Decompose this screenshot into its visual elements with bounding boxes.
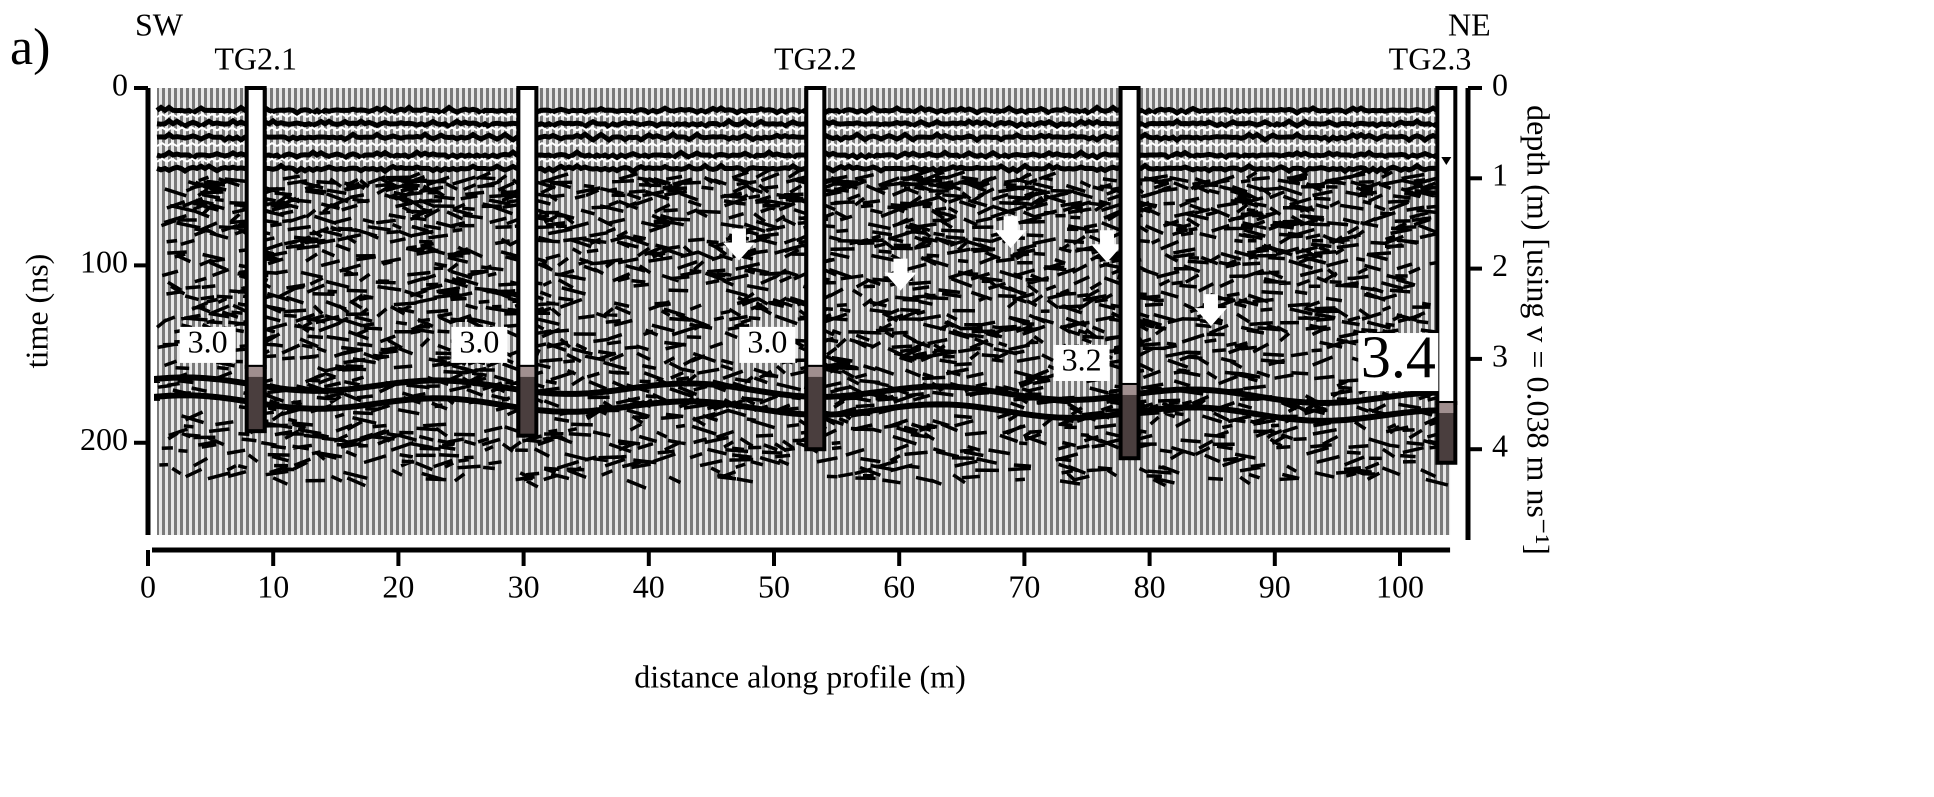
depth-label-box (1053, 344, 1110, 381)
borehole-casing (516, 86, 539, 369)
x-tick-label: 100 (1376, 568, 1424, 604)
depth-label-box (739, 326, 796, 363)
x-tick-label: 40 (633, 568, 665, 604)
depth-label-box (451, 326, 508, 363)
direction-right: NE (1448, 6, 1491, 42)
borehole-bedrock (1118, 382, 1141, 461)
borehole-bedrock (804, 364, 827, 452)
y-axis-label: time (ns) (18, 254, 54, 369)
y2-tick-label: 2 (1492, 247, 1508, 283)
borehole-transition (1439, 403, 1454, 414)
borehole-transition (808, 366, 823, 377)
borehole-casing (804, 86, 827, 369)
x-tick-label: 30 (508, 568, 540, 604)
borehole-casing (244, 86, 267, 369)
borehole-transition (1122, 384, 1137, 395)
x-tick-label: 10 (257, 568, 289, 604)
y2-tick-label: 4 (1492, 428, 1508, 464)
x-tick-label: 90 (1259, 568, 1291, 604)
y2-axis-label: depth (m) [using v = 0.038 m ns⁻¹] (1521, 105, 1557, 555)
direction-left: SW (135, 6, 184, 42)
x-tick-label: 50 (758, 568, 790, 604)
arrow (1194, 294, 1227, 327)
x-tick-label: 80 (1134, 568, 1166, 604)
y2-tick-label: 0 (1492, 66, 1508, 102)
borehole-name: TG2.1 (214, 40, 297, 76)
borehole-casing (1435, 86, 1458, 406)
y-tick-label: 0 (112, 66, 128, 102)
borehole-casing (1118, 86, 1141, 387)
borehole-transition (520, 366, 535, 377)
y2-tick-label: 3 (1492, 337, 1508, 373)
panel-label: a) (10, 19, 50, 76)
depth-label: 3.2 (1062, 341, 1102, 377)
borehole-name: TG2.3 (1389, 40, 1472, 76)
arrow (884, 258, 917, 291)
y-tick-label: 100 (80, 244, 128, 280)
arrow (1091, 230, 1124, 263)
depth-label-box (1358, 333, 1439, 392)
borehole-name: TG2.2 (774, 40, 857, 76)
borehole-bedrock (516, 364, 539, 438)
borehole-transition (248, 366, 263, 377)
arrow (994, 216, 1027, 249)
arrow (722, 228, 755, 261)
depth-label: 3.0 (747, 323, 787, 359)
y2-tick-label: 1 (1492, 157, 1508, 193)
radargram-bedrock-reflector (154, 374, 1442, 424)
y-tick-label: 200 (80, 421, 128, 457)
depth-label: 3.4 (1361, 324, 1436, 390)
depth-label: 3.0 (459, 323, 499, 359)
radargram-bands-light (156, 112, 1458, 163)
depth-label-box (179, 326, 236, 363)
x-tick-label: 0 (140, 568, 156, 604)
x-tick-label: 60 (883, 568, 915, 604)
x-tick-label: 20 (382, 568, 414, 604)
x-tick-label: 70 (1008, 568, 1040, 604)
water-table-marker (1441, 157, 1452, 165)
depth-label: 3.0 (188, 323, 228, 359)
x-axis-label: distance along profile (m) (634, 658, 965, 694)
